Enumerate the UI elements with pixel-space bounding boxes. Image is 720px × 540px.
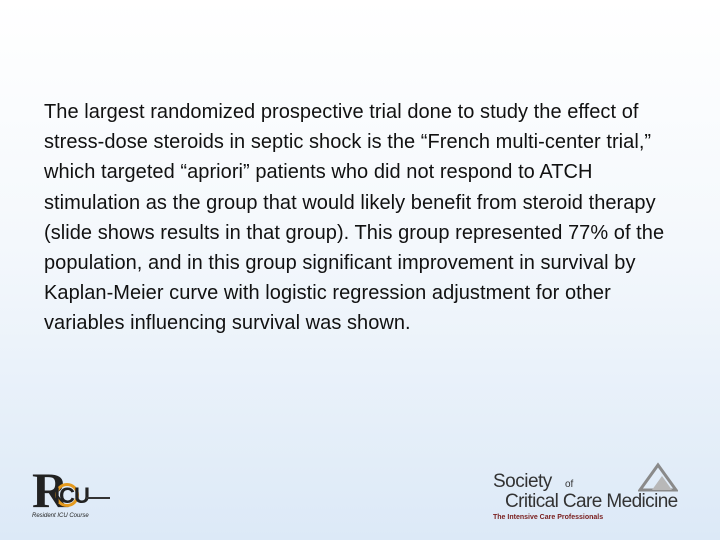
sccm-society-text: Society [493, 471, 552, 492]
slide-body-text: The largest randomized prospective trial… [44, 101, 665, 335]
ricu-logo: R ICU Resident ICU Course [28, 465, 128, 525]
ricu-logo-icu: ICU [54, 483, 90, 508]
ricu-logo-circle-icon [55, 483, 79, 507]
sccm-name-text: Critical Care Medicine [505, 491, 678, 512]
sccm-peak-icon [638, 462, 678, 492]
ricu-logo-bar [86, 497, 110, 499]
ricu-logo-tagline: Resident ICU Course [32, 513, 89, 519]
sccm-of-text: of [565, 479, 574, 490]
sccm-tagline: The Intensive Care Professionals [493, 514, 604, 521]
sccm-logo: Society of Critical Care Medicine The In… [490, 462, 690, 524]
